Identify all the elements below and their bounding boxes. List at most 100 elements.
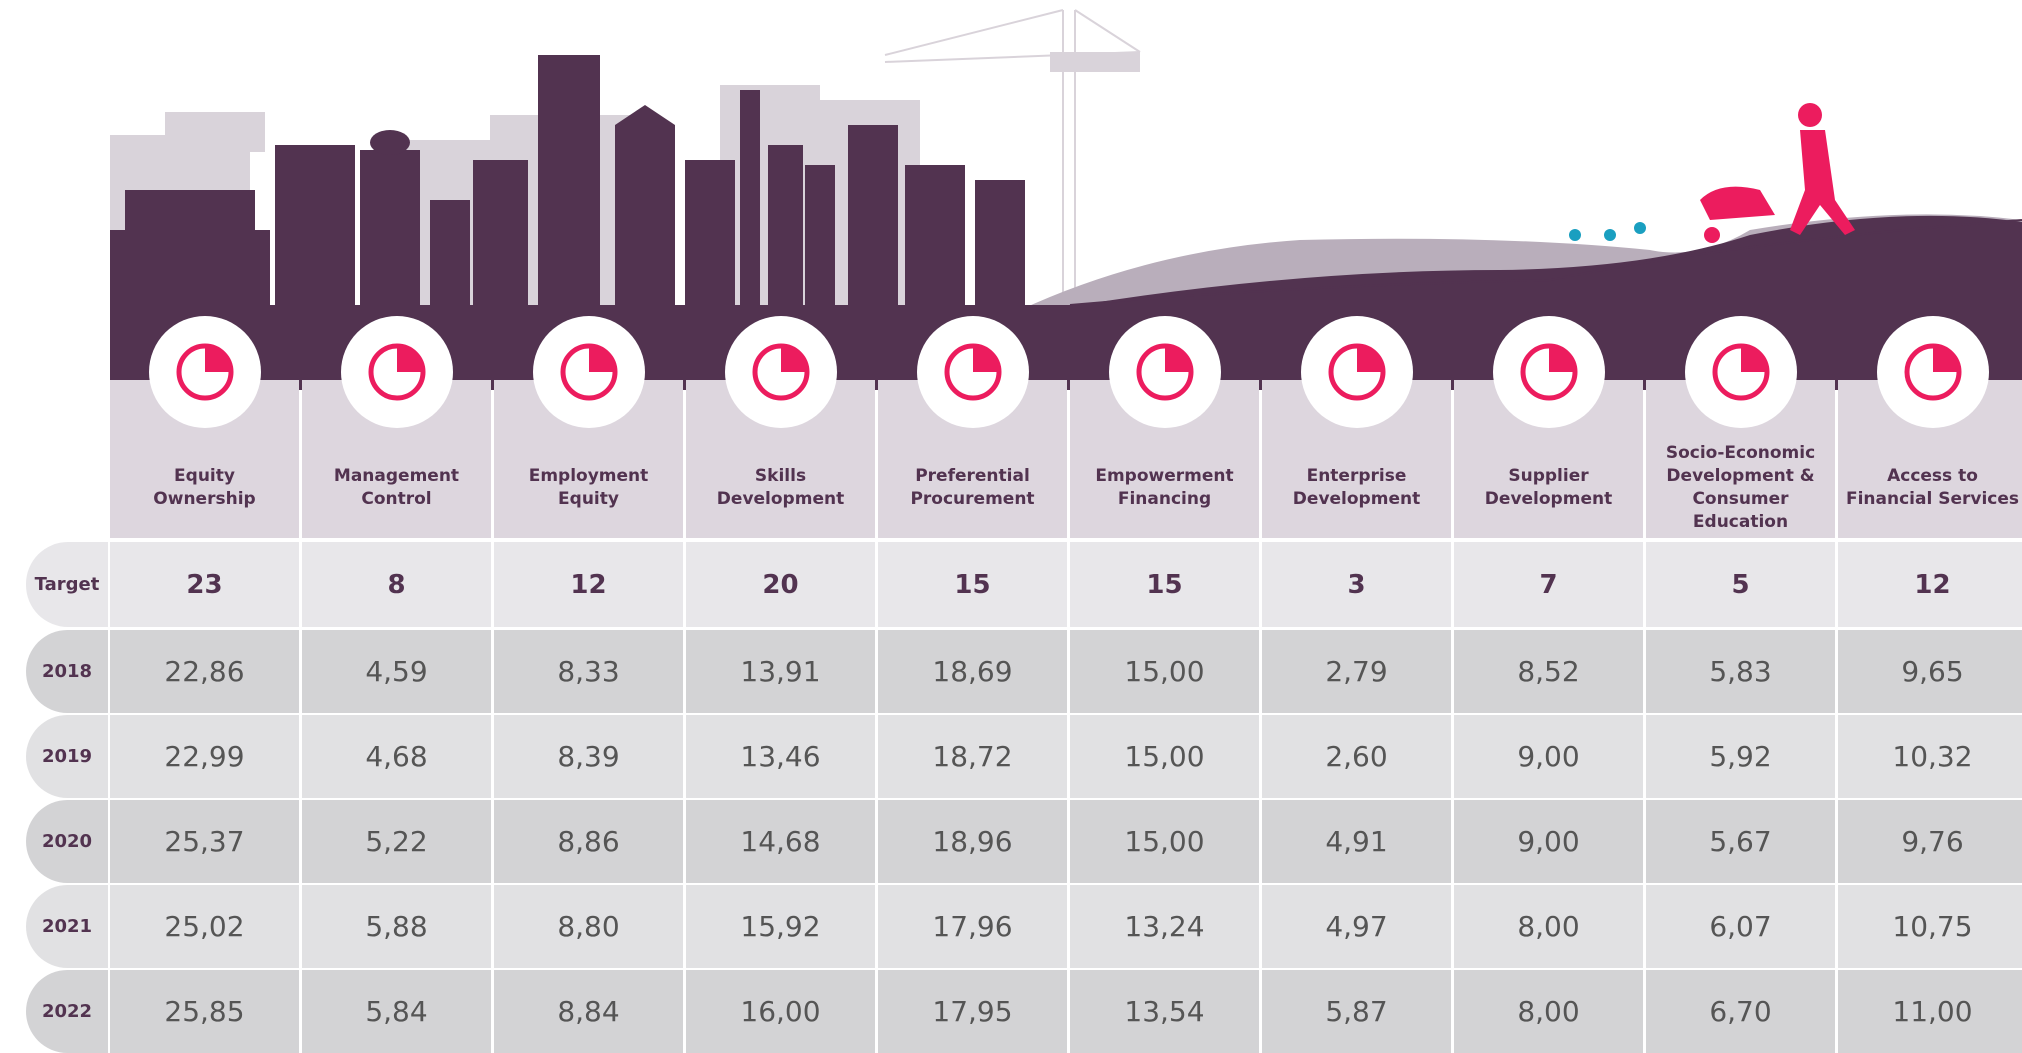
table-cell: 8,52 [1454, 630, 1643, 713]
icon-glyph [1904, 343, 1961, 401]
header-line: Enterprise [1306, 466, 1407, 486]
icon-glyph [752, 343, 809, 401]
row-label: 2019 [26, 715, 108, 798]
table-cell: 13,54 [1070, 970, 1259, 1053]
row-label: 2018 [26, 630, 108, 713]
header-line: Empowerment [1095, 466, 1234, 486]
table-cell: 2,79 [1262, 630, 1451, 713]
icon-glyph [368, 343, 425, 401]
table-cell: 8,84 [494, 970, 683, 1053]
column-icon [724, 316, 837, 428]
header-line: Employment [528, 466, 649, 486]
table-cell: 7 [1454, 542, 1643, 627]
table-cell: 5,84 [302, 970, 491, 1053]
table-cell: 12 [1838, 542, 2022, 627]
table-cell: 15,00 [1070, 715, 1259, 798]
table-cell: 15,00 [1070, 800, 1259, 883]
header-line: Equity [174, 466, 235, 486]
table-cell: 4,97 [1262, 885, 1451, 968]
table-cell: 8,00 [1454, 970, 1643, 1053]
table-cell: 25,85 [110, 970, 299, 1053]
icon-glyph [1136, 343, 1193, 401]
header-line: Development [716, 489, 845, 509]
column-header: Socio-Economic Development & Consumer Educ… [1646, 380, 1835, 538]
table-cell: 9,76 [1838, 800, 2022, 883]
table-cell: 13,91 [686, 630, 875, 713]
table-cell: 15 [1070, 542, 1259, 627]
table-cell: 5,87 [1262, 970, 1451, 1053]
header-line: Access to [1887, 466, 1978, 486]
table-cell: 17,96 [878, 885, 1067, 968]
header-line: Consumer Education [1692, 489, 1789, 532]
table-cell: 8,00 [1454, 885, 1643, 968]
header-line: Development & [1666, 466, 1815, 486]
table-cell: 5,22 [302, 800, 491, 883]
header-line: Development [1484, 489, 1613, 509]
header-line: Socio-Economic [1665, 443, 1816, 463]
icon-glyph [176, 343, 233, 401]
column-icon [1876, 316, 1989, 428]
table-cell: 8 [302, 542, 491, 627]
table-cell: 15 [878, 542, 1067, 627]
header-line: Management [333, 466, 460, 486]
table-cell: 5,83 [1646, 630, 1835, 713]
table-cell: 4,59 [302, 630, 491, 713]
column-icon [1684, 316, 1797, 428]
header-line: Procurement [910, 489, 1035, 509]
table-cell: 4,68 [302, 715, 491, 798]
table-cell: 2,60 [1262, 715, 1451, 798]
row-label: 2021 [26, 885, 108, 968]
column-icon [1108, 316, 1221, 428]
table-cell: 9,00 [1454, 715, 1643, 798]
column-icon [1492, 316, 1605, 428]
table-cell: 17,95 [878, 970, 1067, 1053]
column-icon [916, 316, 1029, 428]
header-line: Ownership [153, 489, 256, 509]
table-cell: 15,00 [1070, 630, 1259, 713]
table-cell: 16,00 [686, 970, 875, 1053]
header-line: Development [1292, 489, 1421, 509]
table-cell: 25,37 [110, 800, 299, 883]
column-header: Empowerment Financing [1070, 380, 1259, 538]
table-cell: 8,33 [494, 630, 683, 713]
row-label: 2020 [26, 800, 108, 883]
table-cell: 23 [110, 542, 299, 627]
table-cell: 10,75 [1838, 885, 2022, 968]
table-cell: 18,69 [878, 630, 1067, 713]
table-cell: 3 [1262, 542, 1451, 627]
table-cell: 5,92 [1646, 715, 1835, 798]
table-cell: 4,91 [1262, 800, 1451, 883]
row-label: 2022 [26, 970, 108, 1053]
icon-glyph [1712, 343, 1769, 401]
table-cell: 18,72 [878, 715, 1067, 798]
icon-glyph [560, 343, 617, 401]
header-line: Financial Services [1845, 489, 2020, 509]
table-cell: 13,24 [1070, 885, 1259, 968]
header-line: Control [361, 489, 432, 509]
table-cell: 9,65 [1838, 630, 2022, 713]
column-icon [340, 316, 453, 428]
column-header: Supplier Development [1454, 380, 1643, 538]
table-cell: 5,88 [302, 885, 491, 968]
table-cell: 8,39 [494, 715, 683, 798]
icon-glyph [944, 343, 1001, 401]
table-cell: 8,86 [494, 800, 683, 883]
table-cell: 15,92 [686, 885, 875, 968]
table-cell: 8,80 [494, 885, 683, 968]
header-line: Equity [558, 489, 619, 509]
table-cell: 9,00 [1454, 800, 1643, 883]
table-cell: 11,00 [1838, 970, 2022, 1053]
header-line: Financing [1117, 489, 1212, 509]
table-cell: 6,07 [1646, 885, 1835, 968]
table-cell: 6,70 [1646, 970, 1835, 1053]
icon-glyph [1520, 343, 1577, 401]
column-icon [532, 316, 645, 428]
table-cell: 25,02 [110, 885, 299, 968]
table-cell: 22,99 [110, 715, 299, 798]
header-line: Supplier [1508, 466, 1589, 486]
table-cell: 18,96 [878, 800, 1067, 883]
table-cell: 12 [494, 542, 683, 627]
header-line: Preferential [915, 466, 1030, 486]
table-cell: 10,32 [1838, 715, 2022, 798]
icon-glyph [1328, 343, 1385, 401]
